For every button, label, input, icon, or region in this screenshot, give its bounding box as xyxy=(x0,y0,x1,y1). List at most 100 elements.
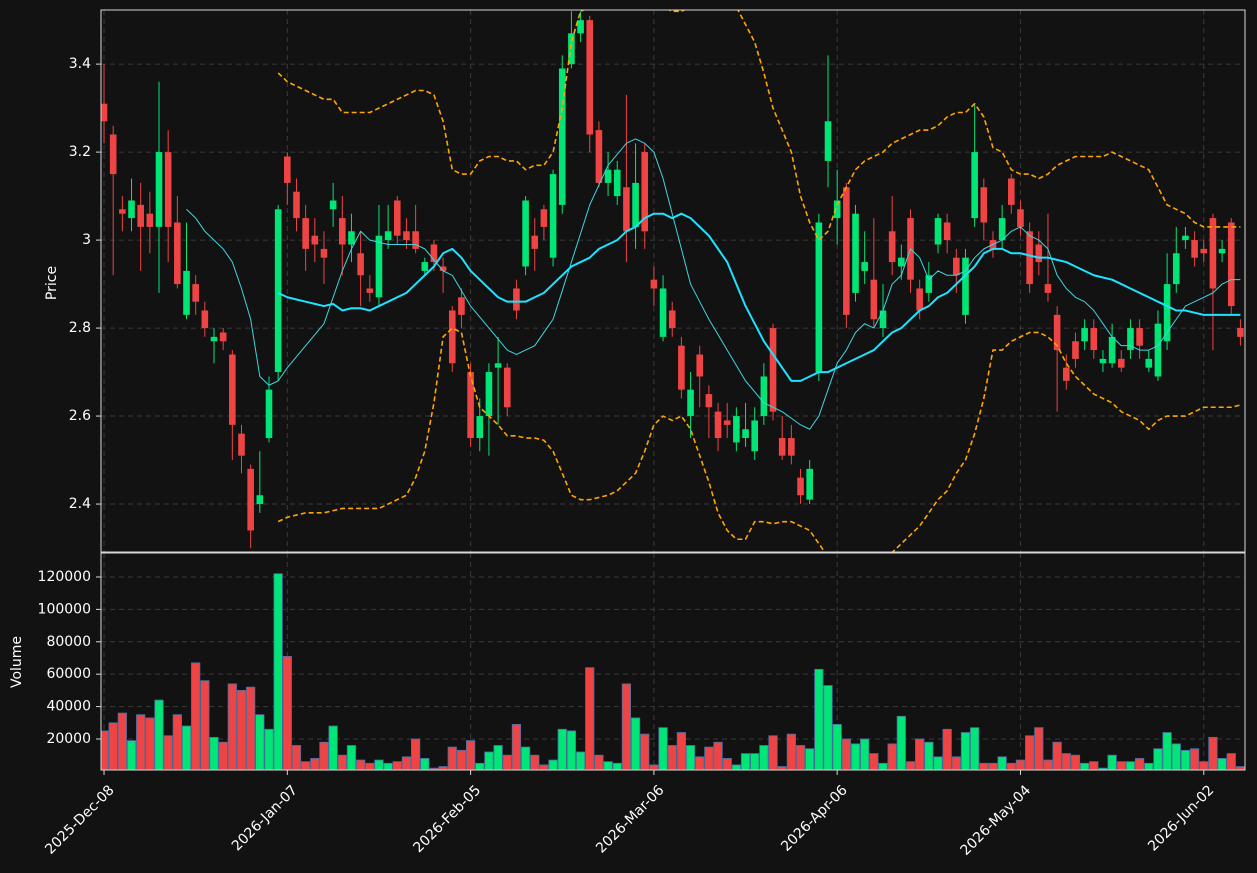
volume-axis-label: Volume xyxy=(9,636,25,688)
candle-body xyxy=(357,253,364,276)
candle-body xyxy=(174,222,181,285)
candle-body xyxy=(164,152,172,227)
volume-bar xyxy=(905,761,916,770)
x-tick-label: 2026-Apr-06 xyxy=(778,782,851,855)
volume-bar xyxy=(915,738,925,770)
volume-bar xyxy=(484,751,494,770)
volume-bar xyxy=(566,730,577,770)
candle-body xyxy=(953,257,960,276)
volume-bar xyxy=(1070,754,1081,770)
candle-body xyxy=(1035,244,1043,263)
volume-bar xyxy=(1180,749,1191,770)
y-tick-label: 3.2 xyxy=(69,144,91,160)
volume-bar xyxy=(154,699,164,770)
volume-bar xyxy=(1025,735,1035,770)
volume-bar xyxy=(438,766,448,770)
candle-body xyxy=(870,279,878,320)
candle-body xyxy=(238,433,245,456)
volume-bar xyxy=(750,753,760,770)
candle-body xyxy=(1172,253,1180,285)
volume-bar xyxy=(1226,753,1236,770)
volume-bar xyxy=(740,753,751,770)
candle-body xyxy=(146,213,154,227)
candle-body xyxy=(1053,314,1061,351)
candle-body xyxy=(1008,178,1015,205)
volume-bar xyxy=(337,754,347,770)
candle-body xyxy=(1099,358,1107,364)
volume-bar xyxy=(420,758,430,770)
candle-body xyxy=(1062,367,1070,381)
candle-body xyxy=(678,345,685,390)
candle-body xyxy=(128,200,135,219)
candle-body xyxy=(1081,328,1088,342)
candle-body xyxy=(1218,248,1226,254)
volume-bar xyxy=(1153,748,1163,770)
candle-body xyxy=(1227,222,1235,307)
candle-body xyxy=(192,284,199,302)
volume-bar xyxy=(319,741,329,770)
x-tick-label: 2026-Feb-05 xyxy=(410,782,484,856)
candle-body xyxy=(641,152,649,232)
volume-bar xyxy=(1189,748,1200,770)
volume-bar xyxy=(1162,732,1172,770)
volume-bar xyxy=(768,735,778,770)
volume-bar xyxy=(832,724,842,770)
price-frame xyxy=(100,9,1246,553)
volume-tick-label: 20000 xyxy=(46,731,91,747)
volume-bar xyxy=(1134,758,1145,770)
candle-body xyxy=(714,411,722,439)
candle-body xyxy=(1145,358,1153,368)
volume-bar xyxy=(236,689,247,770)
candle-body xyxy=(824,121,832,161)
volume-tick-label: 40000 xyxy=(46,699,91,715)
volume-bar xyxy=(979,762,989,770)
volume-bar xyxy=(136,714,146,770)
candle-body xyxy=(751,420,759,452)
candle-body xyxy=(586,20,594,135)
candle-body xyxy=(998,218,1006,241)
volume-bar xyxy=(1089,761,1099,770)
x-tick-label: 2026-Jan-07 xyxy=(229,782,301,854)
volume-bar xyxy=(869,753,879,770)
volume-bar xyxy=(255,714,265,770)
candle-body xyxy=(659,288,667,337)
candle-body xyxy=(522,200,529,267)
volume-bar xyxy=(520,746,531,770)
volume-bar xyxy=(328,725,338,770)
candle-body xyxy=(1108,336,1116,364)
candle-body xyxy=(879,310,887,329)
volume-bar xyxy=(722,758,732,770)
volume-bar xyxy=(429,767,439,770)
candle-body xyxy=(943,222,951,241)
candle-body xyxy=(503,367,511,408)
candle-body xyxy=(448,310,456,364)
volume-bar xyxy=(695,756,705,770)
volume-bar xyxy=(374,759,384,770)
candle-body xyxy=(568,33,575,65)
candle-body xyxy=(256,495,264,505)
volume-bar xyxy=(594,754,604,770)
candle-body xyxy=(916,288,923,311)
candle-body xyxy=(980,187,988,223)
candle-body xyxy=(549,174,557,258)
volume-bar xyxy=(273,573,283,770)
candle-body xyxy=(843,187,850,315)
candle-body xyxy=(494,363,502,368)
volume-bar xyxy=(685,745,696,770)
candle-body xyxy=(604,169,612,183)
candle-body xyxy=(1117,358,1125,368)
volume-bar xyxy=(356,759,366,770)
x-tick-label: 2026-May-04 xyxy=(958,782,1035,859)
candle-body xyxy=(311,235,319,245)
volume-bar xyxy=(117,712,127,770)
volume-bar xyxy=(502,754,512,770)
volume-bar xyxy=(1034,727,1044,770)
volume-bar xyxy=(942,728,952,770)
volume-bar xyxy=(823,685,833,770)
y-tick-label: 3 xyxy=(82,232,91,248)
y-tick-label: 2.4 xyxy=(69,496,91,512)
candle-body xyxy=(284,156,291,183)
candle-body xyxy=(925,275,933,293)
volume-bar xyxy=(539,764,549,770)
